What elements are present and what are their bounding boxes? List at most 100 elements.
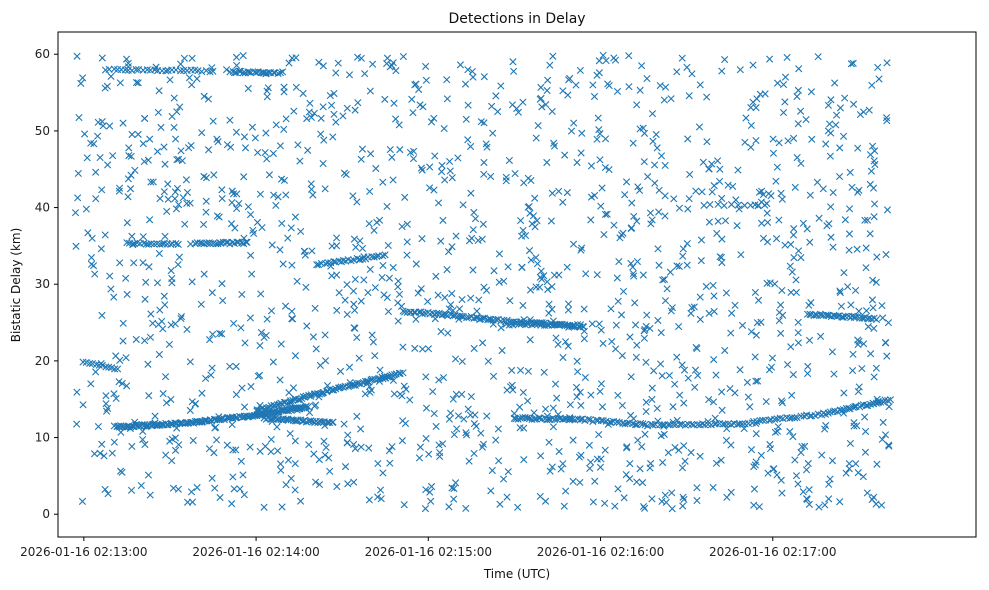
scatter-point <box>73 420 81 428</box>
scatter-point <box>132 335 140 344</box>
scatter-point <box>679 502 687 510</box>
scatter-point <box>547 217 556 225</box>
scatter-point <box>845 205 854 213</box>
scatter-point <box>885 403 893 411</box>
scatter-point <box>627 259 635 268</box>
scatter-point <box>270 191 278 199</box>
track-b-main-point <box>576 415 585 423</box>
scatter-point <box>658 497 666 505</box>
scatter-point <box>788 391 796 399</box>
scatter-point <box>171 135 180 143</box>
scatter-point <box>872 364 880 372</box>
scatter-point <box>716 253 724 261</box>
scatter-point <box>123 290 131 298</box>
scatter-point <box>199 220 208 228</box>
scatter-point <box>412 315 420 323</box>
scatter-point <box>389 176 397 184</box>
scatter-point <box>754 377 762 385</box>
scatter-point <box>643 74 651 83</box>
scatter-point <box>733 222 741 230</box>
track-b-main-point <box>666 421 674 429</box>
scatter-point <box>832 111 841 119</box>
scatter-point <box>212 436 221 444</box>
scatter-point <box>262 331 270 340</box>
scatter-point <box>759 190 767 199</box>
track-f-point <box>230 69 239 77</box>
scatter-point <box>868 296 877 304</box>
scatter-point <box>396 146 404 154</box>
scatter-point <box>168 279 176 287</box>
track-a-rising-point <box>267 402 275 410</box>
scatter-point <box>181 220 189 228</box>
scatter-point <box>256 190 264 198</box>
scatter-point <box>794 318 802 326</box>
scatter-point <box>882 114 891 122</box>
track-h-point <box>206 240 215 248</box>
scatter-point <box>514 108 523 116</box>
scatter-point <box>134 79 142 87</box>
scatter-point <box>276 376 284 384</box>
track-f-point <box>245 68 254 76</box>
track-a-main-point <box>226 414 234 422</box>
track-b-main-point <box>884 396 892 405</box>
scatter-point <box>698 188 706 196</box>
scatter-point <box>357 297 365 305</box>
scatter-point <box>528 220 536 228</box>
scatter-point <box>247 382 255 391</box>
scatter-point <box>830 370 838 378</box>
scatter-point <box>383 59 391 68</box>
scatter-point <box>94 422 102 431</box>
scatter-point <box>445 503 453 511</box>
scatter-point <box>99 122 107 130</box>
scatter-point <box>392 115 400 123</box>
scatter-point <box>477 429 485 437</box>
scatter-point <box>878 435 886 444</box>
y-tick-label: 20 <box>35 354 50 368</box>
scatter-point <box>237 324 245 332</box>
scatter-point <box>276 460 285 468</box>
scatter-point <box>280 176 289 185</box>
scatter-point <box>473 307 481 315</box>
scatter-point <box>710 182 718 190</box>
scatter-point <box>235 199 243 208</box>
track-l-point <box>714 200 722 208</box>
scatter-point <box>388 443 396 451</box>
track-l-point <box>754 202 762 210</box>
scatter-point <box>628 199 636 207</box>
scatter-point <box>684 205 692 213</box>
scatter-point <box>255 371 264 379</box>
scatter-point <box>164 195 172 203</box>
scatter-point <box>509 58 517 66</box>
scatter-point <box>238 290 246 299</box>
scatter-point <box>773 79 782 87</box>
scatter-point <box>673 68 681 76</box>
track-i-point <box>370 253 378 261</box>
scatter-point <box>526 286 535 294</box>
scatter-point <box>563 263 571 271</box>
scatter-point <box>401 193 409 201</box>
scatter-point <box>191 400 200 408</box>
track-g-point <box>147 240 155 248</box>
scatter-point <box>127 486 136 494</box>
scatter-point <box>299 89 307 98</box>
scatter-point <box>773 163 781 171</box>
scatter-point <box>480 73 488 81</box>
scatter-point <box>638 479 647 487</box>
scatter-point <box>822 421 830 430</box>
scatter-point <box>742 114 750 122</box>
scatter-point <box>122 55 131 63</box>
scatter-point <box>284 234 292 242</box>
track-l-point <box>740 201 749 209</box>
scatter-point <box>789 231 798 239</box>
scatter-point <box>291 437 299 445</box>
scatter-point <box>417 285 425 293</box>
scatter-point <box>679 252 687 260</box>
scatter-point <box>846 439 854 448</box>
scatter-point <box>326 467 334 475</box>
track-b-main-point <box>523 414 531 422</box>
scatter-point <box>436 448 444 457</box>
scatter-point <box>101 231 109 239</box>
scatter-point <box>166 76 174 84</box>
scatter-point <box>713 157 722 165</box>
x-tick-label: 2026-01-16 02:15:00 <box>365 545 492 559</box>
